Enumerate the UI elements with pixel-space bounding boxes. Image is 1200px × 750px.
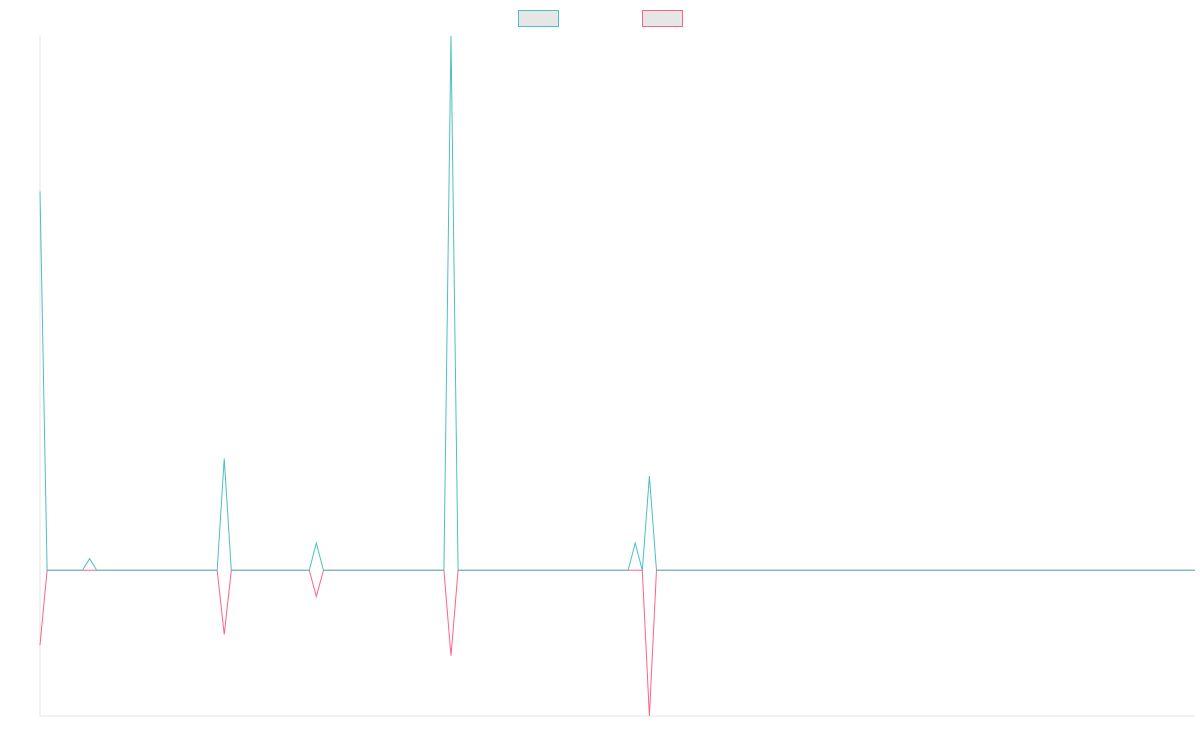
legend-swatch-series-2[interactable]	[642, 10, 683, 27]
axes	[39, 36, 1195, 717]
series-lines	[39, 35, 1195, 717]
series-line-2	[39, 569, 1195, 717]
legend-swatch-series-1[interactable]	[518, 10, 559, 27]
series-line-1	[39, 35, 1195, 571]
legend[interactable]	[518, 10, 683, 27]
